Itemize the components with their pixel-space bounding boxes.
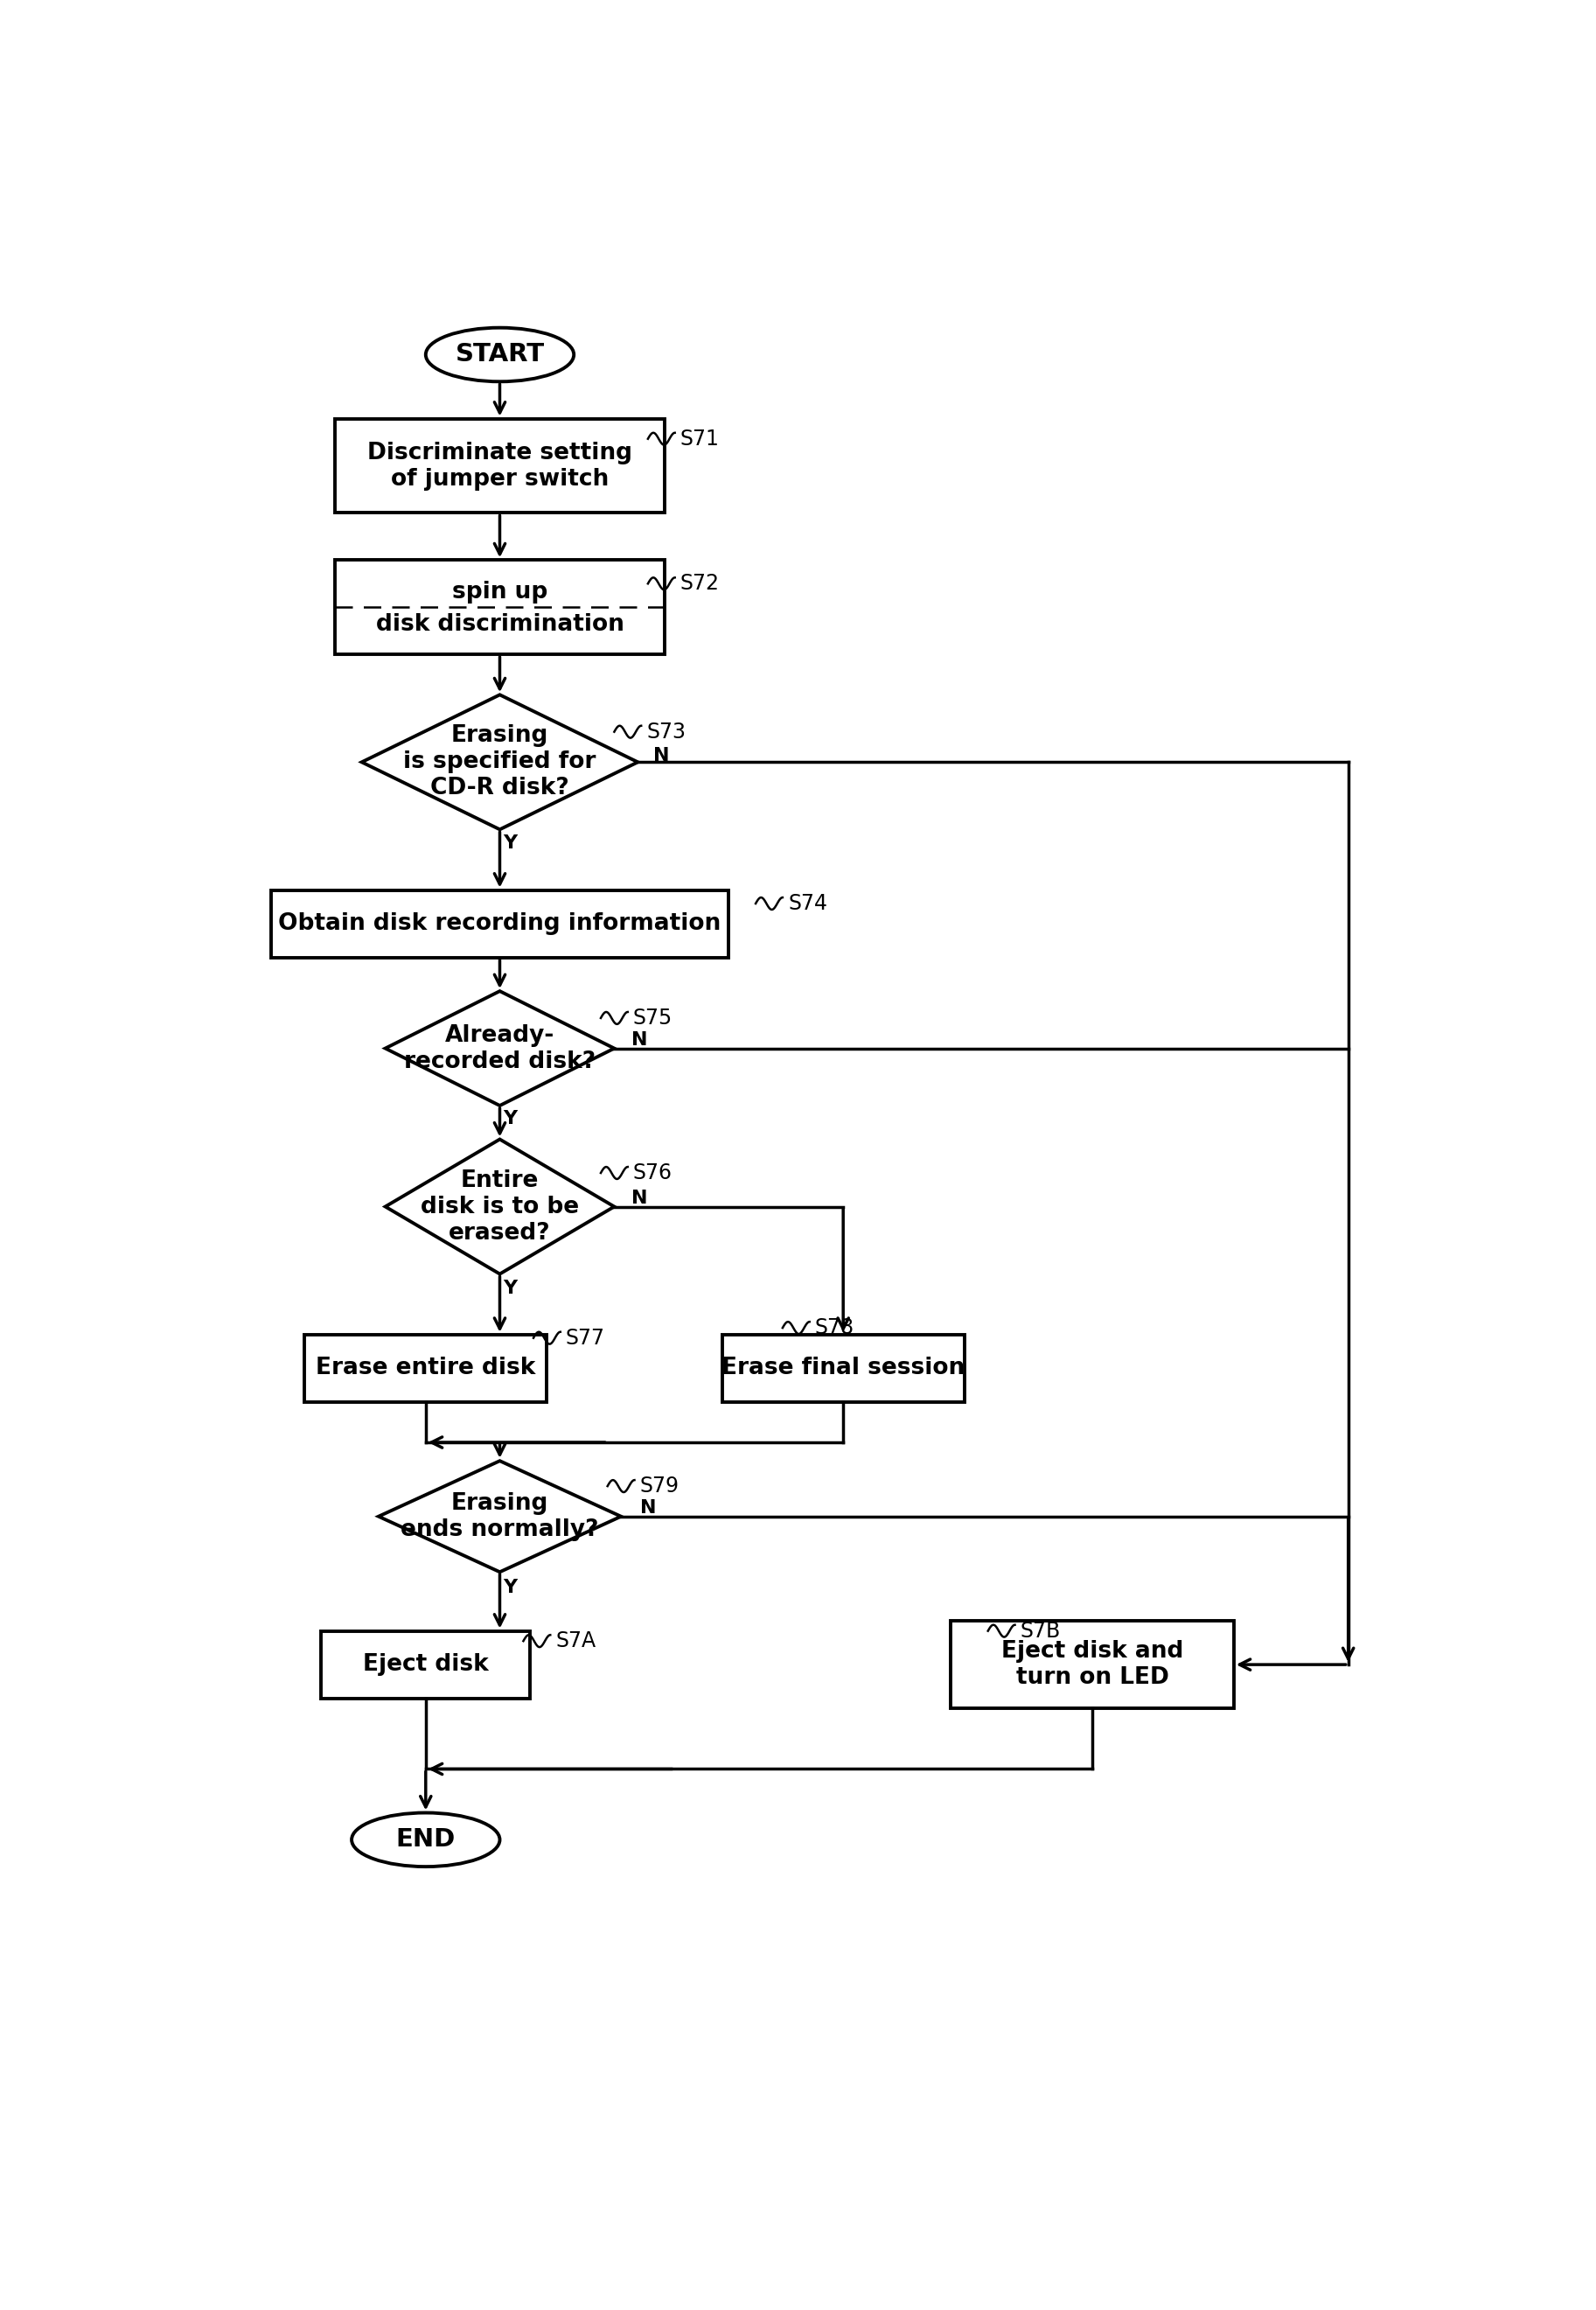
- Text: Eject disk: Eject disk: [362, 1654, 488, 1677]
- Text: N: N: [640, 1499, 656, 1515]
- Text: Y: Y: [503, 834, 517, 852]
- Text: S74: S74: [788, 894, 827, 915]
- Text: Discriminate setting
of jumper switch: Discriminate setting of jumper switch: [367, 441, 632, 490]
- Text: disk discrimination: disk discrimination: [375, 614, 624, 635]
- Text: S73: S73: [646, 721, 686, 742]
- Bar: [335, 418, 666, 513]
- Ellipse shape: [351, 1813, 500, 1866]
- Polygon shape: [385, 1139, 614, 1275]
- Text: spin up: spin up: [452, 582, 547, 603]
- Bar: [321, 1631, 530, 1698]
- Text: Eject disk and
turn on LED: Eject disk and turn on LED: [1001, 1640, 1184, 1689]
- Text: N: N: [653, 746, 669, 765]
- Text: S71: S71: [680, 427, 720, 450]
- Text: N: N: [632, 1190, 648, 1208]
- Text: S76: S76: [634, 1162, 672, 1183]
- Bar: [721, 1335, 964, 1402]
- Text: Erasing
ends normally?: Erasing ends normally?: [401, 1492, 598, 1541]
- Text: N: N: [632, 1033, 648, 1049]
- Text: Y: Y: [503, 1280, 517, 1298]
- Text: S72: S72: [680, 573, 720, 594]
- Text: S7A: S7A: [555, 1631, 595, 1652]
- Bar: [305, 1335, 547, 1402]
- Text: Erasing
is specified for
CD-R disk?: Erasing is specified for CD-R disk?: [404, 725, 597, 799]
- Bar: [951, 1622, 1234, 1709]
- Text: S79: S79: [640, 1476, 680, 1497]
- Polygon shape: [362, 695, 638, 829]
- Polygon shape: [378, 1460, 621, 1573]
- Text: Entire
disk is to be
erased?: Entire disk is to be erased?: [421, 1169, 579, 1245]
- Text: END: END: [396, 1827, 455, 1853]
- Bar: [335, 559, 666, 654]
- Text: Obtain disk recording information: Obtain disk recording information: [278, 912, 721, 936]
- Ellipse shape: [426, 328, 575, 381]
- Text: S75: S75: [634, 1007, 672, 1028]
- Text: Erase final session: Erase final session: [721, 1356, 966, 1379]
- Polygon shape: [385, 991, 614, 1106]
- Text: Erase entire disk: Erase entire disk: [316, 1356, 536, 1379]
- Text: Already-
recorded disk?: Already- recorded disk?: [404, 1023, 595, 1072]
- Text: Y: Y: [503, 1111, 517, 1127]
- Text: S7B: S7B: [1020, 1619, 1061, 1642]
- Text: START: START: [455, 342, 544, 367]
- Text: Y: Y: [503, 1578, 517, 1596]
- Text: S78: S78: [816, 1317, 854, 1337]
- Bar: [271, 889, 729, 956]
- Text: S77: S77: [565, 1328, 605, 1349]
